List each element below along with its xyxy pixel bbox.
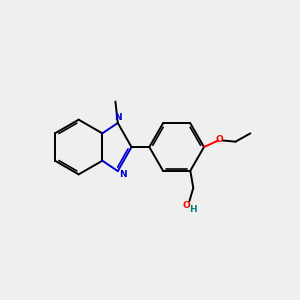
- Text: N: N: [119, 170, 127, 179]
- Text: O: O: [183, 201, 190, 210]
- Text: H: H: [190, 206, 197, 214]
- Text: O: O: [215, 134, 223, 143]
- Text: N: N: [114, 113, 122, 122]
